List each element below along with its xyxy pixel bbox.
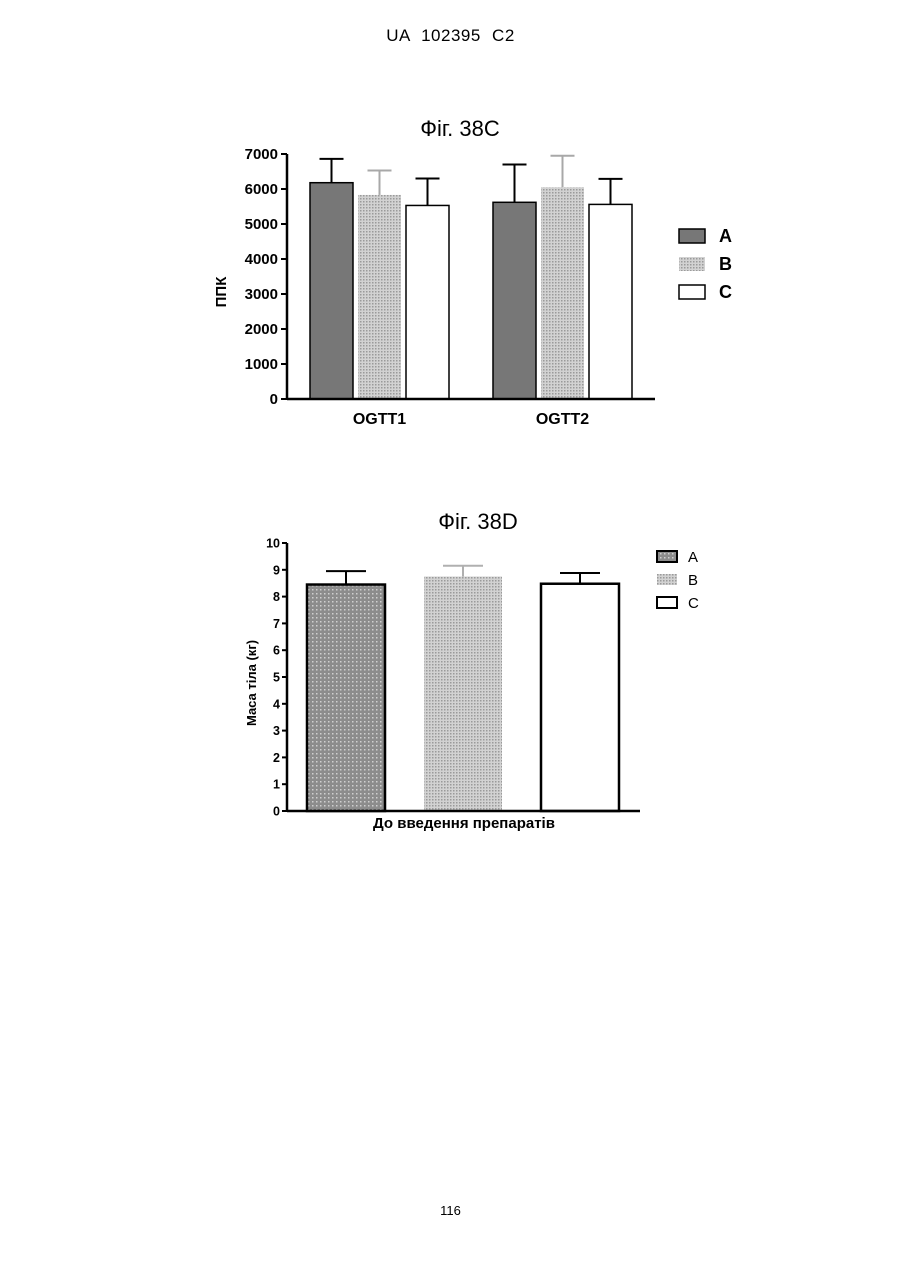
bar-c (406, 205, 449, 399)
chart-fig-38c: Фіг. 38C 0 1000 2000 3000 4000 5000 6000 7000 O… (0, 108, 901, 438)
bar-a (307, 585, 385, 811)
y-tick-label: 3000 (245, 286, 278, 303)
y-tick-label: 5 (273, 671, 280, 685)
y-tick-label: 7 (273, 617, 280, 631)
x-category-label: OGTT1 (353, 411, 406, 428)
bar-b (358, 195, 401, 399)
y-tick-label: 10 (266, 537, 280, 551)
y-axis-label: Маса тіла (кг) (244, 640, 259, 726)
y-tick-label: 6000 (245, 181, 278, 198)
y-axis-ticks: 0 1000 2000 3000 4000 5000 6000 7000 (245, 146, 287, 408)
legend: ABC (679, 226, 732, 302)
y-tick-label: 9 (273, 563, 280, 577)
bars (310, 156, 632, 399)
y-tick-label: 6 (273, 644, 280, 658)
legend-label-a: A (719, 226, 732, 246)
chart-fig-38d: Фіг. 38D 0 1 2 3 4 5 6 7 8 9 10 До введення препар… (0, 505, 901, 835)
legend-label-b: B (688, 572, 698, 589)
y-axis-ticks: 0 1 2 3 4 5 6 7 8 9 10 (266, 537, 287, 819)
legend-swatch-a (679, 229, 705, 243)
chart-title: Фіг. 38D (438, 509, 518, 534)
legend-swatch-b (657, 574, 677, 585)
y-tick-label: 3 (273, 724, 280, 738)
y-tick-label: 0 (270, 391, 278, 408)
bar-a (310, 183, 353, 399)
bar-b (541, 187, 584, 399)
y-tick-label: 2 (273, 751, 280, 765)
y-tick-label: 4000 (245, 251, 278, 268)
legend-swatch-c (679, 285, 705, 299)
legend-swatch-c (657, 597, 677, 608)
legend-swatch-b (679, 257, 705, 271)
category-labels: OGTT1 OGTT2 (353, 411, 589, 428)
legend-swatch-a (657, 551, 677, 562)
legend-label-a: A (688, 549, 698, 566)
y-tick-label: 1000 (245, 356, 278, 373)
page-header: UA 102395 C2 (0, 26, 901, 46)
y-tick-label: 0 (273, 805, 280, 819)
bar-b (424, 577, 502, 812)
bars (307, 566, 619, 811)
bar-a (493, 202, 536, 399)
y-tick-label: 7000 (245, 146, 278, 163)
y-tick-label: 2000 (245, 321, 278, 338)
legend-label-b: B (719, 254, 732, 274)
legend: ABC (657, 549, 699, 612)
x-axis-label: До введення препаратів (373, 815, 555, 832)
page-number: 116 (0, 1203, 901, 1218)
bar-c (541, 584, 619, 811)
bar-c (589, 204, 632, 399)
y-tick-label: 8 (273, 590, 280, 604)
x-category-label: OGTT2 (536, 411, 589, 428)
legend-label-c: C (688, 595, 699, 612)
chart-title: Фіг. 38C (420, 116, 500, 141)
legend-label-c: C (719, 282, 732, 302)
y-tick-label: 5000 (245, 216, 278, 233)
y-tick-label: 4 (273, 697, 280, 711)
y-axis-label: ППК (213, 276, 230, 308)
y-tick-label: 1 (273, 778, 280, 792)
